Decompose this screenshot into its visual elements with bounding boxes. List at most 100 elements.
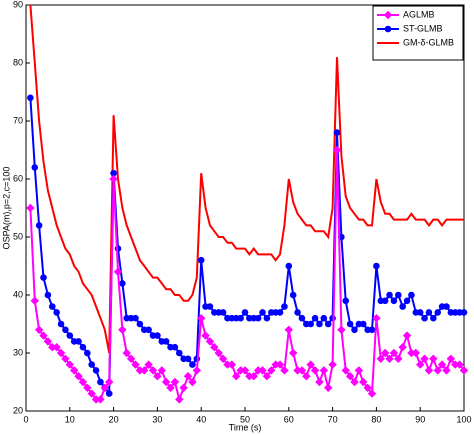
point-marker [40,274,47,281]
point-marker [389,348,399,358]
point-marker [294,309,301,316]
point-marker [324,320,332,328]
point-marker [443,303,450,310]
point-marker [416,309,424,316]
y-tick-label: 70 [13,115,23,125]
point-marker [267,366,276,375]
point-marker [30,296,39,306]
y-tick-label: 60 [13,173,23,183]
point-marker [306,360,315,369]
point-marker [83,383,92,393]
plot-frame [25,4,465,412]
point-marker [119,280,126,287]
point-marker [126,354,136,364]
point-marker [118,325,127,335]
point-marker [276,309,284,316]
point-marker [421,314,428,322]
point-marker [442,366,451,375]
point-marker [162,338,170,345]
point-marker [43,337,53,346]
point-marker [408,291,415,299]
point-marker [210,342,219,352]
point-marker [342,297,350,305]
point-marker [66,332,74,339]
point-marker [44,291,52,299]
x-tick-label: 100 [456,414,471,424]
point-marker [351,326,358,334]
y-tick-label: 90 [13,0,23,9]
point-marker [201,331,210,340]
point-marker [189,361,196,368]
point-marker [145,326,152,334]
point-marker [171,343,179,351]
point-marker [403,297,411,305]
point-marker [35,222,43,229]
point-marker [153,371,162,381]
point-marker [425,309,433,316]
point-marker [249,371,258,381]
series-line [29,4,464,354]
point-marker [166,383,175,393]
point-marker [455,360,464,369]
point-marker [345,371,355,381]
point-marker [307,320,315,328]
point-marker [131,360,140,369]
point-marker [298,314,306,322]
x-tick-label: 60 [284,414,294,424]
point-marker [262,371,272,381]
point-marker [79,343,87,351]
point-marker [75,338,82,345]
point-marker [53,309,60,316]
point-marker [214,348,223,358]
point-marker [319,366,329,375]
point-marker [57,320,65,328]
point-marker [398,342,407,352]
point-marker [263,314,271,322]
point-marker [74,371,83,381]
point-marker [259,309,266,316]
point-marker [381,297,389,305]
point-marker [324,383,333,393]
point-marker [206,303,214,310]
point-marker [65,360,75,369]
point-marker [311,314,319,322]
point-marker [411,348,421,358]
point-marker [197,256,205,264]
point-marker [136,320,144,328]
point-marker [240,366,250,375]
x-tick-label: 90 [415,414,425,424]
x-tick-label: 20 [109,414,119,424]
point-marker [402,331,412,340]
point-marker [394,354,403,364]
point-marker [88,361,95,368]
point-marker [34,325,44,335]
point-marker [359,320,367,328]
point-marker [184,355,192,363]
point-marker [192,366,202,375]
point-marker [424,366,434,375]
point-marker [52,342,61,352]
point-marker [420,354,429,364]
point-marker [333,129,341,136]
point-marker [383,10,393,20]
point-marker [78,377,88,387]
point-marker [380,348,390,358]
point-marker [285,262,293,270]
point-marker [302,371,311,381]
point-marker [179,383,188,393]
point-marker [140,366,149,375]
point-marker [368,326,376,334]
point-marker [227,360,237,369]
point-marker [31,164,39,171]
point-marker [205,337,215,346]
point-marker [113,267,123,277]
point-marker [241,309,249,316]
point-marker [275,360,285,369]
point-marker [363,383,372,393]
point-marker [144,360,153,369]
point-marker [350,377,359,387]
x-tick-label: 40 [196,414,206,424]
point-marker [433,366,442,375]
point-marker [372,313,381,323]
